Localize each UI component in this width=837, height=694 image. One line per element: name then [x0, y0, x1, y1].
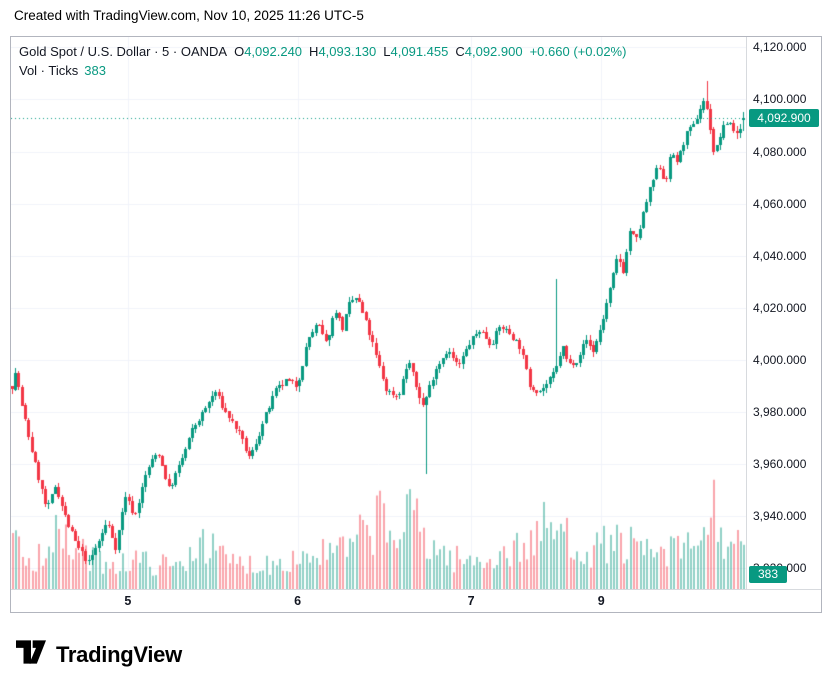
time-axis-label: 7	[467, 594, 475, 608]
change-value: +0.660 (+0.02%)	[529, 44, 627, 59]
price-axis-label: 3,980.000	[753, 404, 807, 419]
tradingview-brand-text: TradingView	[56, 641, 182, 667]
chart-plot-area[interactable]: Gold Spot / U.S. Dollar · 5 · OANDA O4,09…	[11, 37, 746, 589]
close-label: C	[455, 44, 465, 59]
close-value: 4,092.900	[464, 44, 523, 59]
chart-frame: Gold Spot / U.S. Dollar · 5 · OANDA O4,09…	[10, 36, 822, 613]
price-axis[interactable]: 4,092.900 383 4,120.000 4,100.000 4,080.00…	[746, 37, 823, 589]
tradingview-brand[interactable]: TradingView	[16, 640, 182, 669]
tradingview-logo-icon	[16, 640, 46, 669]
low-value: 4,091.455	[390, 44, 449, 59]
open-value: 4,092.240	[244, 44, 303, 59]
current-price-badge: 4,092.900	[749, 108, 819, 127]
chart-legend: Gold Spot / U.S. Dollar · 5 · OANDA O4,09…	[19, 42, 626, 80]
price-axis-label: 4,120.000	[753, 40, 807, 55]
price-axis-label: 4,020.000	[753, 300, 807, 315]
legend-row-symbol: Gold Spot / U.S. Dollar · 5 · OANDA O4,09…	[19, 42, 626, 61]
price-axis-label: 3,960.000	[753, 457, 807, 472]
price-axis-label: 4,060.000	[753, 196, 807, 211]
symbol-title[interactable]: Gold Spot / U.S. Dollar · 5 · OANDA	[19, 44, 228, 59]
time-axis[interactable]: 5 6 7 9	[11, 589, 821, 613]
candlestick-chart-canvas[interactable]	[11, 37, 746, 589]
created-with-text: Created with TradingView.com, Nov 10, 20…	[14, 8, 364, 23]
price-axis-label: 3,940.000	[753, 509, 807, 524]
time-axis-label: 6	[294, 594, 302, 608]
legend-row-volume: Vol · Ticks 383	[19, 61, 626, 80]
price-axis-label: 4,100.000	[753, 92, 807, 107]
low-label: L	[383, 44, 391, 59]
time-axis-label: 9	[597, 594, 605, 608]
open-label: O	[234, 44, 245, 59]
volume-label: Vol · Ticks	[19, 63, 79, 78]
volume-badge: 383	[749, 566, 788, 583]
time-axis-label: 5	[124, 594, 132, 608]
price-axis-label: 4,040.000	[753, 248, 807, 263]
price-axis-label: 4,080.000	[753, 144, 807, 159]
volume-value: 383	[84, 63, 106, 78]
high-label: H	[309, 44, 319, 59]
price-axis-label: 4,000.000	[753, 352, 807, 367]
high-value: 4,093.130	[318, 44, 377, 59]
